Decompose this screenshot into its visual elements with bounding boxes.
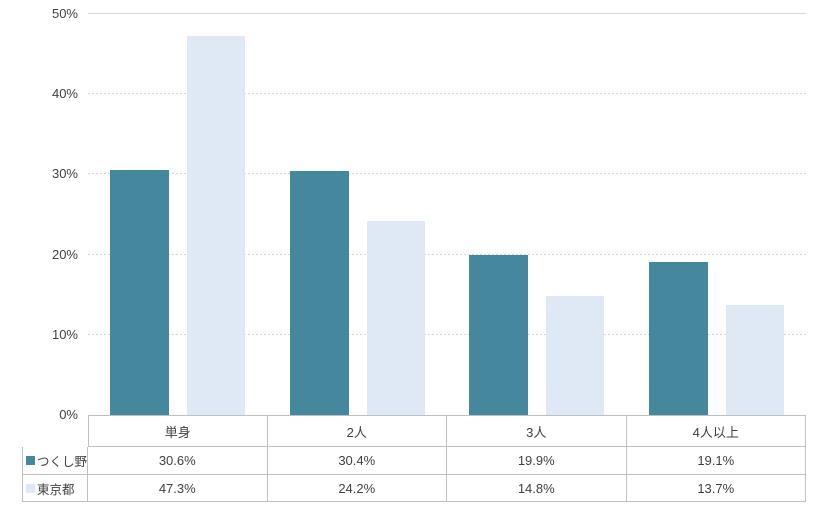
bar-つくし野-3人 — [469, 255, 529, 415]
value-cell-つくし野-0: 30.6% — [88, 447, 268, 475]
bar-つくし野-単身 — [110, 169, 170, 415]
category-header-1: 2人 — [267, 415, 447, 447]
value-cell-つくし野-1: 30.4% — [267, 447, 447, 475]
value-cell-東京都-1: 24.2% — [267, 475, 447, 502]
y-tick-label-30: 30% — [51, 166, 78, 182]
bar-group-3 — [627, 14, 807, 415]
value-cell-つくし野-2: 19.9% — [447, 447, 627, 475]
gridline-10 — [88, 333, 806, 335]
bar-group-0 — [88, 14, 268, 415]
bar-つくし野-2人 — [289, 171, 349, 415]
legend-cell-東京都: 東京都 — [22, 475, 88, 502]
category-header-3: 4人以上 — [626, 415, 806, 447]
plot-area — [88, 13, 806, 415]
bar-東京都-単身 — [187, 35, 246, 415]
gridline-30 — [88, 173, 806, 175]
legend-label: 東京都 — [37, 482, 75, 497]
legend-marker-icon — [26, 483, 35, 493]
value-cell-東京都-2: 14.8% — [447, 475, 627, 502]
gridline-20 — [88, 253, 806, 255]
y-tick-label-0: 0% — [59, 407, 78, 422]
gridline-40 — [88, 93, 806, 95]
data-table: 単身 2人 3人 4人以上つくし野 30.6% 30.4% 19.9% 19.1% 東京都 47.… — [22, 415, 806, 503]
bar-group-1 — [268, 14, 448, 415]
table-corner-cell — [22, 415, 88, 447]
y-tick-label-40: 40% — [51, 86, 78, 102]
y-tick-label-10: 10% — [51, 326, 78, 342]
legend-marker-icon — [26, 456, 35, 465]
value-cell-東京都-0: 47.3% — [88, 475, 268, 502]
category-header-2: 3人 — [447, 415, 627, 447]
bar-groups — [88, 14, 806, 415]
bar-つくし野-4人以上 — [648, 261, 708, 415]
y-tick-label-50: 50% — [51, 6, 78, 21]
category-header-0: 単身 — [88, 415, 268, 447]
value-cell-つくし野-3: 19.1% — [626, 447, 806, 475]
legend-cell-つくし野: つくし野 — [22, 447, 88, 475]
gridline-50 — [88, 13, 806, 14]
bar-東京都-3人 — [546, 296, 605, 415]
value-cell-東京都-3: 13.7% — [626, 475, 806, 502]
legend-label: つくし野 — [37, 455, 88, 469]
bar-東京都-2人 — [366, 220, 425, 415]
bar-東京都-4人以上 — [725, 305, 784, 415]
y-tick-label-20: 20% — [51, 246, 78, 262]
bar-group-2 — [447, 14, 627, 415]
